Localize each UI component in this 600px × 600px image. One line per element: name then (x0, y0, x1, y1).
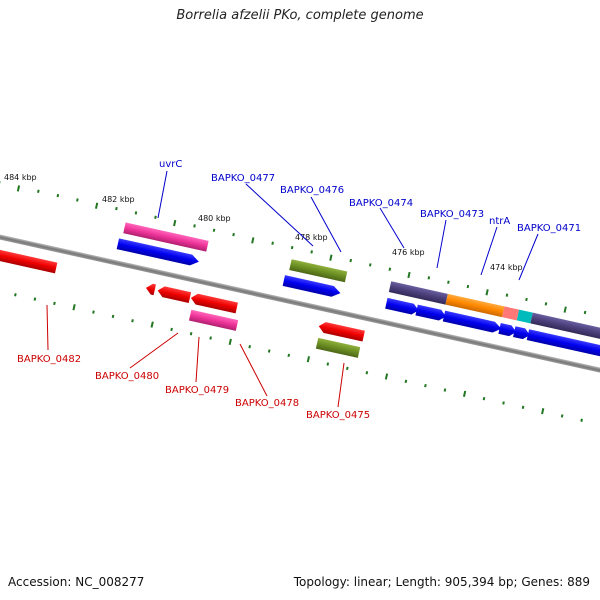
reverse-gene-labels: BAPKO_0482 BAPKO_0480 BAPKO_0479 BAPKO_0… (17, 354, 370, 421)
cds-BAPKO-0471[interactable] (526, 329, 600, 365)
label-BAPKO-0478: BAPKO_0478 (235, 398, 299, 409)
cds-BAPKO-0477[interactable] (282, 275, 342, 298)
accession-text: Accession: NC_008277 (8, 575, 145, 589)
reverse-cds-row (0, 247, 365, 342)
feature-cyan[interactable] (516, 309, 533, 324)
cds-BAPKO-0476[interactable] (385, 297, 420, 316)
cds-small[interactable] (513, 326, 531, 340)
label-BAPKO-0482: BAPKO_0482 (17, 354, 81, 365)
forward-leader-lines (157, 170, 539, 281)
cds-ntrA[interactable] (498, 323, 517, 337)
cds-BAPKO-0482[interactable] (0, 247, 58, 274)
cds-BAPKO-0475[interactable] (318, 321, 365, 342)
tick-label-474: 474 kbp (490, 263, 523, 272)
feature-ntrA[interactable] (502, 306, 520, 321)
forward-gene-labels: uvrC BAPKO_0477 BAPKO_0476 BAPKO_0474 BA… (159, 159, 581, 234)
kbp-labels: 484 kbp 482 kbp 480 kbp 478 kbp 476 kbp … (4, 173, 523, 272)
cds-uvrC[interactable] (116, 238, 200, 267)
feature-uvrC[interactable] (123, 222, 209, 252)
genome-title: Borrelia afzelii PKo, complete genome (176, 8, 424, 23)
tick-row-lower (14, 293, 600, 427)
map-rotated-group (0, 180, 600, 427)
reverse-leader-lines (46, 304, 345, 408)
label-BAPKO-0480: BAPKO_0480 (95, 371, 159, 382)
feature-BAPKO-0475[interactable] (315, 337, 361, 358)
cds-BAPKO-0474[interactable] (415, 304, 447, 322)
feature-BAPKO-0477[interactable] (289, 259, 348, 283)
label-BAPKO-0475: BAPKO_0475 (306, 410, 370, 421)
forward-feature-row (123, 222, 600, 348)
forward-cds-row (116, 238, 600, 365)
label-BAPKO-0477: BAPKO_0477 (211, 173, 275, 184)
cds-BAPKO-0478[interactable] (190, 292, 238, 314)
feature-BAPKO-0476[interactable] (388, 281, 448, 305)
tick-label-484: 484 kbp (4, 173, 37, 182)
cds-BAPKO-0480[interactable] (145, 283, 156, 296)
tick-label-478: 478 kbp (295, 233, 328, 242)
genome-backbone (0, 214, 600, 415)
topology-summary: Topology: linear; Length: 905,394 bp; Ge… (293, 575, 590, 589)
cds-BAPKO-0473[interactable] (442, 310, 503, 335)
tick-row-upper (0, 180, 587, 315)
label-ntrA: ntrA (489, 216, 510, 227)
label-BAPKO-0476: BAPKO_0476 (280, 185, 344, 196)
tick-label-480: 480 kbp (198, 214, 231, 223)
label-BAPKO-0479: BAPKO_0479 (165, 385, 229, 396)
cds-BAPKO-0479[interactable] (156, 285, 192, 303)
feature-BAPKO-0471[interactable] (530, 312, 600, 348)
tick-label-482: 482 kbp (102, 195, 135, 204)
label-BAPKO-0474: BAPKO_0474 (349, 198, 413, 209)
reverse-feature-row (188, 309, 361, 358)
label-BAPKO-0471: BAPKO_0471 (517, 223, 581, 234)
feature-BAPKO-0478[interactable] (188, 309, 239, 331)
feature-BAPKO-0473[interactable] (445, 293, 505, 318)
tick-label-476: 476 kbp (392, 248, 425, 257)
label-uvrC: uvrC (159, 159, 182, 170)
label-BAPKO-0473: BAPKO_0473 (420, 209, 484, 220)
